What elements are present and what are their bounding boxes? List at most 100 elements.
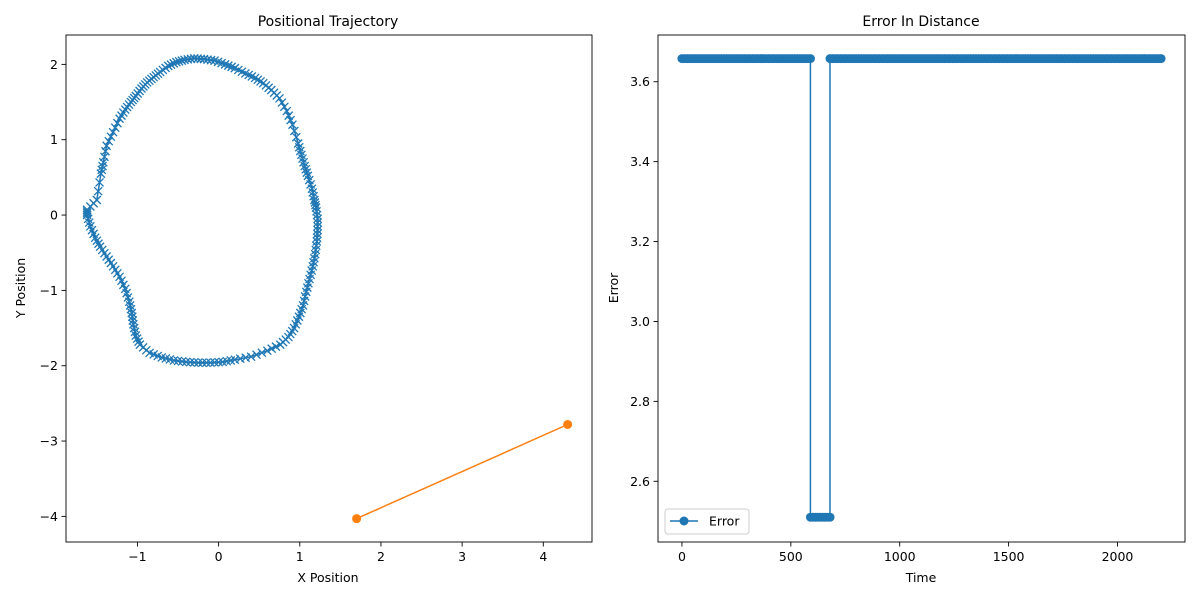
series-0-point [169,58,179,68]
series-0-point [134,337,143,347]
series-0-point [312,206,322,216]
series-0-point [82,205,92,215]
y-tick-label: −4 [40,509,58,524]
series-0-point [300,161,310,171]
x-tick-label: 0 [678,549,686,564]
series-0-point [92,195,102,205]
y-tick-label: 3.0 [630,314,650,329]
series-0-point [252,350,261,360]
series-1-line [356,423,568,520]
error-y-label: Error [606,272,621,303]
error-point [805,54,815,64]
error-point [1156,54,1166,64]
y-tick-label: 3.2 [630,234,650,249]
series-0-point [235,354,245,364]
trajectory-x-ticks: −1 0 1 2 3 4 [128,542,547,564]
error-point [825,512,835,522]
series-0-point [313,218,323,228]
x-tick-label: 1500 [993,549,1025,564]
y-tick-label: 2.6 [630,474,650,489]
y-tick-label: −3 [40,434,58,449]
series-0-point [275,93,284,103]
series-1-point [352,514,362,524]
series-0-point [110,123,120,133]
series-0-point [218,357,228,367]
series-0-point [286,115,296,125]
series-0-point [312,229,322,239]
series-0-point [313,214,323,224]
series-0-point [93,186,103,196]
series-0-point [166,60,176,70]
error-title: Error In Distance [862,14,979,30]
x-tick-label: 4 [539,549,547,564]
series-0-point [193,358,203,368]
legend-frame [664,508,750,535]
series-0-point [275,340,285,350]
x-tick-label: −1 [128,549,146,564]
series-0-point [312,233,322,243]
series-0-point [206,358,215,368]
series-0-point [291,132,301,142]
series-0-point [241,353,251,363]
series-0-point [279,102,289,112]
series-0-point [282,106,292,116]
series-0-point [108,127,118,137]
x-tick-label: 1000 [884,549,916,564]
error-legend: Error [664,508,750,535]
series-0-point [289,126,299,136]
series-0-point [197,358,207,368]
trajectory-x-label: X Position [297,570,358,585]
y-tick-label: 0 [50,208,58,223]
series-0-point [185,357,195,367]
error-x-label: Time [905,570,937,585]
series-0-point [301,164,311,174]
series-0-point [104,136,114,146]
legend-marker-swatch [679,516,689,526]
series-0-point [267,344,277,354]
series-0-point [214,357,224,367]
x-tick-label: 500 [779,549,803,564]
series-0-point [174,56,184,66]
series-0-point [288,120,297,130]
series-0-point [189,357,199,367]
y-tick-label: 2 [50,57,58,72]
series-0-point [128,316,138,325]
error-y-ticks: 2.6 2.8 3.0 3.2 3.4 3.6 [630,74,658,489]
x-tick-label: 1 [296,549,304,564]
y-tick-label: −2 [40,358,58,373]
x-tick-label: 2 [377,549,385,564]
series-0-point [106,132,116,142]
series-0-point [112,118,122,128]
x-tick-label: 2000 [1102,549,1134,564]
error-plot-area [677,54,1166,522]
series-0-point [203,55,212,65]
series-0-point [201,358,211,368]
series-0-point [257,348,267,358]
series-0-point [262,346,272,356]
error-panel: Error In Distance 0 500 1000 1500 2000 2.6 2.… [606,14,1186,585]
error-x-ticks: 0 500 1000 1500 2000 [678,542,1133,564]
trajectory-y-ticks: −4 −3 −2 −1 0 1 2 [40,57,66,524]
series-0-point [135,340,145,350]
series-0-point [313,221,323,231]
series-0-point [210,357,220,367]
series-0-point [132,334,142,344]
series-0-point [246,352,256,362]
series-0-point [128,319,138,329]
series-0-point [311,203,321,212]
series-0-point [284,111,294,121]
legend-label-error: Error [709,514,740,529]
x-tick-label: 0 [215,549,223,564]
series-0-point [82,208,92,218]
series-0-point [163,61,173,71]
series-0-point [312,210,322,220]
series-0-point [199,54,209,64]
y-tick-label: 1 [50,132,58,147]
y-tick-label: 3.4 [630,154,650,169]
trajectory-y-label: Y Position [13,258,28,319]
y-tick-label: 2.8 [630,394,650,409]
trajectory-axes-frame [65,34,593,543]
y-tick-label: −1 [40,283,58,298]
